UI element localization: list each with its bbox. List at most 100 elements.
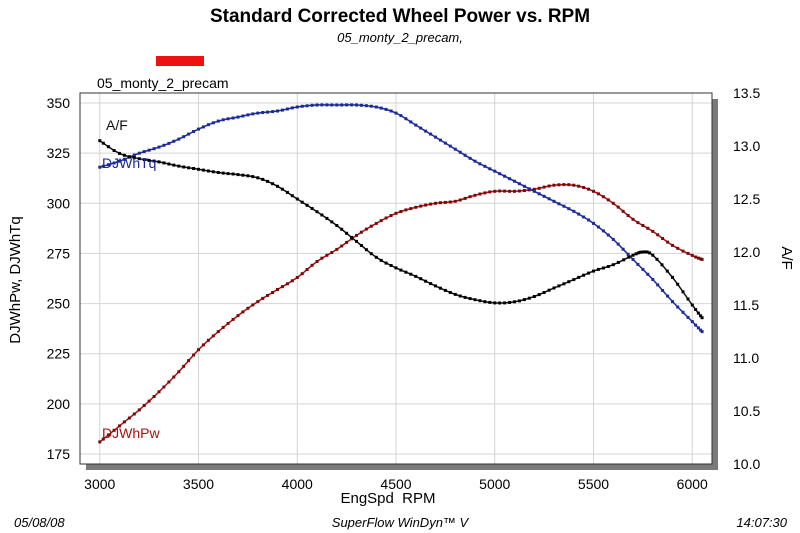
data-point-djwhtq [364,104,368,108]
data-point-a-f [508,301,512,304]
data-point-djwhpw [384,216,388,220]
data-point-djwhpw [631,217,635,221]
data-point-djwhpw [206,338,210,342]
data-point-a-f [473,298,477,302]
chart-subtitle: 05_monty_2_precam, [337,30,463,45]
data-point-djwhtq [101,164,105,168]
y-right-tick-label: 10.5 [733,403,760,419]
y-right-tick-label: 13.0 [733,138,760,154]
data-point-djwhpw [167,380,171,384]
data-point-djwhtq [271,110,275,114]
data-point-a-f [122,153,126,157]
data-point-djwhtq [656,283,660,287]
data-point-djwhtq [162,143,166,147]
y-left-tick-label: 300 [47,195,71,211]
data-point-djwhpw [517,189,521,193]
data-point-djwhtq [681,310,685,314]
data-point-djwhtq [621,247,625,251]
plot-border [79,92,713,465]
data-point-djwhpw [641,224,645,227]
data-point-a-f [463,295,467,299]
data-point-djwhpw [285,282,289,286]
data-point-a-f [631,253,635,257]
data-point-djwhtq [404,117,408,121]
data-point-a-f [513,300,516,304]
data-point-a-f [622,258,626,262]
data-point-djwhtq [517,182,521,186]
data-point-djwhtq [177,137,181,141]
data-point-a-f [295,197,299,201]
data-point-a-f [271,182,275,186]
data-point-djwhtq [280,108,284,112]
grid [80,93,712,464]
data-point-a-f [488,300,492,304]
data-point-djwhtq [488,167,492,171]
data-point-a-f [567,280,571,284]
data-point-djwhpw [592,189,595,193]
data-point-djwhtq [646,272,650,276]
footer-time: 14:07:30 [736,515,787,530]
y-left-tick-label: 250 [47,296,71,312]
data-point-a-f [404,270,408,274]
x-axis-label: EngSpd RPM [340,490,435,507]
data-point-djwhtq [424,129,428,133]
data-point-a-f [616,260,620,264]
data-point-a-f [172,163,176,167]
data-point-a-f [290,194,294,198]
data-point-djwhtq [157,145,161,149]
data-point-djwhpw [152,395,156,398]
data-point-a-f [587,271,591,275]
data-point-djwhtq [350,103,354,107]
data-point-a-f [127,155,131,159]
data-point-djwhtq [384,107,388,111]
data-point-a-f [201,168,205,172]
y-left-axis-label: DJWhPw, DJWhTq [7,216,24,344]
data-point-djwhtq [206,123,210,127]
data-point-djwhtq [542,194,546,198]
data-point-a-f [246,174,250,178]
data-point-djwhtq [473,159,477,163]
data-point-a-f [639,250,643,254]
data-point-djwhtq [211,121,215,125]
data-point-a-f [429,282,433,286]
x-tick-label: 6000 [677,476,708,492]
data-point-a-f [118,151,121,155]
data-point-djwhtq [478,162,482,166]
data-point-djwhpw [552,183,556,187]
data-point-djwhpw [414,205,418,209]
data-point-djwhtq [651,278,655,281]
data-point-djwhpw [231,317,235,321]
data-point-a-f [572,278,576,282]
data-point-a-f [241,173,245,177]
data-point-djwhtq [700,330,704,334]
data-point-djwhpw [157,390,161,394]
data-point-a-f [256,176,260,180]
y-right-axis-label: A/F [778,246,795,269]
data-point-djwhpw [676,246,680,250]
data-point-djwhtq [666,294,670,298]
data-point-djwhtq [106,163,110,167]
data-point-djwhpw [537,186,541,190]
data-point-djwhpw [601,195,605,199]
y-right-tick-label: 11.0 [733,350,759,366]
x-tick-label: 4500 [380,476,411,492]
data-point-djwhpw [147,399,151,403]
data-point-a-f [167,162,171,166]
data-point-djwhtq [340,103,344,107]
data-point-a-f [226,172,230,176]
data-point-djwhtq [345,103,349,107]
data-point-a-f [369,252,373,256]
data-point-djwhtq [216,119,220,123]
data-point-djwhtq [626,252,630,256]
data-point-djwhtq [587,218,591,222]
data-point-djwhtq [276,109,279,113]
data-point-djwhtq [315,103,319,107]
data-point-djwhtq [369,104,373,108]
data-point-djwhtq [483,164,487,168]
data-point-djwhpw [448,200,452,204]
data-point-djwhpw [542,185,546,189]
data-point-djwhtq [187,132,191,136]
data-point-djwhtq [443,141,447,145]
data-point-a-f [409,272,413,276]
